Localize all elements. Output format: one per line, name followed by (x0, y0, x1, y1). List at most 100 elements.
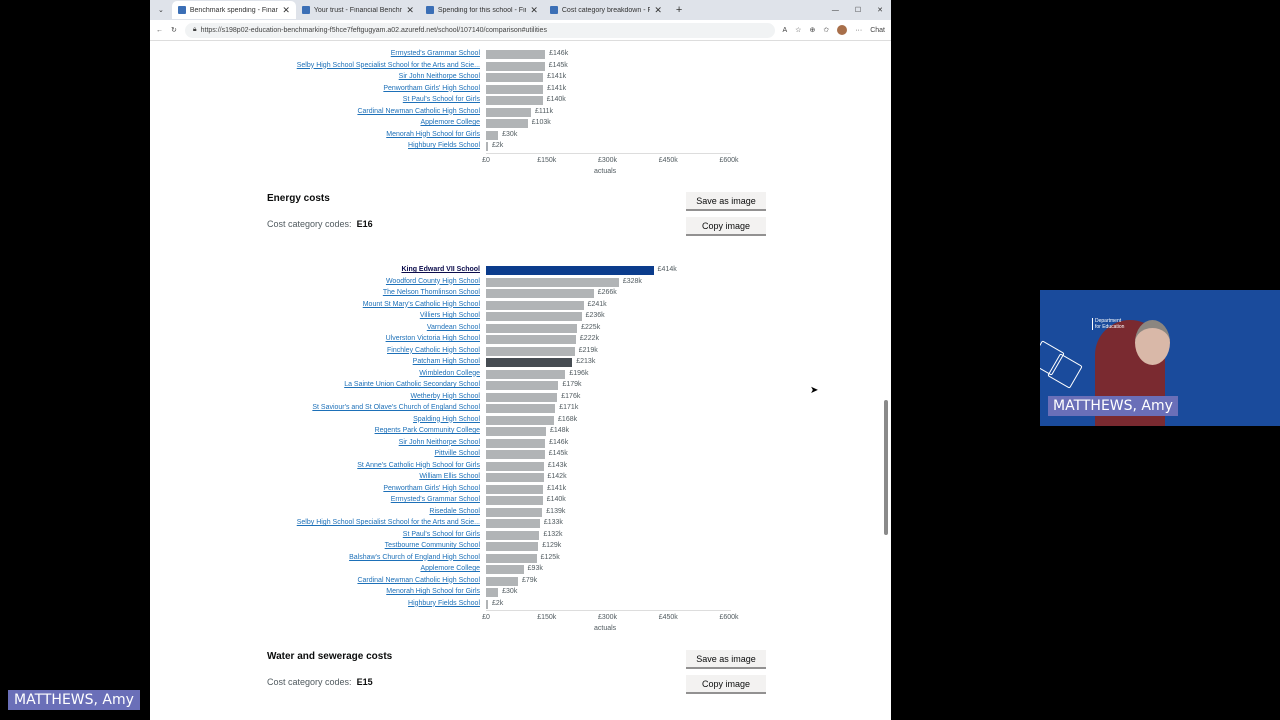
save-as-image-button[interactable]: Save as image (686, 192, 766, 211)
school-link[interactable]: Penwortham Girls' High School (383, 484, 480, 492)
close-tab-icon[interactable]: ✕ (654, 4, 662, 15)
school-link[interactable]: Selby High School Specialist School for … (296, 519, 480, 526)
save-as-image-button-water[interactable]: Save as image (686, 650, 766, 669)
favorite-icon[interactable]: ☆ (795, 27, 802, 34)
school-link[interactable]: Wimbledon College (419, 369, 480, 377)
url-input[interactable]: 🔒︎ https://s198p02-education-benchmarking… (184, 22, 775, 38)
browser-window: ⌄ Benchmark spending - Financial B✕Your … (150, 0, 891, 720)
bar (486, 266, 654, 275)
school-link[interactable]: Risedale School (429, 507, 480, 515)
dfe-logo: Department for Education (1092, 318, 1128, 330)
minimize-button[interactable]: — (831, 6, 839, 14)
school-link[interactable]: Applemore College (420, 565, 480, 572)
school-link[interactable]: Varndean School (426, 323, 480, 331)
copy-image-button[interactable]: Copy image (686, 217, 766, 236)
value-label: £140k (546, 496, 566, 503)
more-icon[interactable]: ··· (855, 26, 863, 34)
school-link[interactable]: Ermysted's Grammar School (390, 50, 480, 57)
school-link[interactable]: Applemore College (420, 119, 480, 126)
new-tab-button[interactable]: + (675, 4, 683, 16)
bar (486, 312, 582, 321)
value-label: £143k (547, 461, 567, 469)
bar (486, 438, 546, 448)
school-link[interactable]: Wetherby High School (410, 392, 480, 400)
profile-avatar[interactable] (837, 25, 848, 35)
copilot-chat-button[interactable]: Chat (870, 26, 885, 34)
school-link[interactable]: Mount St Mary's Catholic High School (362, 300, 480, 308)
close-window-button[interactable]: ✕ (877, 7, 883, 14)
browser-tab[interactable]: Spending for this school - Financ✕ (420, 1, 544, 19)
school-link[interactable]: Woodford County High School (385, 277, 480, 285)
refresh-icon[interactable]: ↻ (171, 27, 177, 34)
bar (486, 381, 559, 390)
school-link[interactable]: The Nelson Thomlinson School (382, 289, 480, 296)
back-icon[interactable]: ← (156, 26, 163, 34)
school-link[interactable]: Cardinal Newman Catholic High School (357, 576, 480, 584)
value-label: £146k (549, 438, 569, 446)
school-link[interactable]: St Saviour's and St Olave's Church of En… (312, 404, 480, 411)
maximize-button[interactable]: ☐ (854, 7, 862, 14)
school-link[interactable]: Spalding High School (413, 415, 480, 423)
school-link[interactable]: William Ellis School (419, 473, 480, 480)
school-link[interactable]: Balshaw's Church of England High School (349, 553, 480, 561)
school-link[interactable]: Highbury Fields School (408, 142, 480, 149)
value-label: £225k (581, 323, 601, 331)
browser-tab[interactable]: Your trust - Financial Benchmarkin✕ (296, 1, 420, 19)
favicon-icon (425, 6, 434, 14)
school-link[interactable]: Regents Park Community College (374, 427, 480, 434)
read-aloud-icon[interactable]: A (782, 26, 788, 34)
school-link[interactable]: Testbourne Community School (384, 542, 480, 549)
school-link[interactable]: St Paul's School for Girls (402, 96, 480, 103)
value-label: £141k (547, 84, 567, 92)
value-label: £2k (492, 599, 504, 607)
close-tab-icon[interactable]: ✕ (406, 4, 414, 15)
school-link[interactable]: St Paul's School for Girls (402, 530, 480, 538)
school-link[interactable]: Ulverston Victoria High School (385, 335, 480, 342)
bar (486, 392, 558, 402)
school-link[interactable]: Ermysted's Grammar School (390, 496, 480, 503)
value-label: £103k (531, 119, 551, 126)
cost-codes-water: Cost category codes: E15 (267, 677, 373, 687)
x-axis-line (486, 610, 731, 611)
favicon-icon (549, 6, 558, 14)
bar (486, 507, 543, 517)
browser-tab[interactable]: Cost category breakdown - Financ✕ (544, 1, 668, 19)
school-link[interactable]: Menorah High School for Girls (386, 130, 480, 138)
value-label: £141k (547, 73, 567, 80)
school-link[interactable]: Sir John Neithorpe School (398, 438, 480, 446)
bar (486, 130, 499, 140)
bar (486, 277, 619, 287)
address-bar: ← ↻ 🔒︎ https://s198p02-education-benchmar… (150, 20, 891, 41)
school-link[interactable]: St Anne's Catholic High School for Girls (357, 461, 480, 469)
value-label: £125k (540, 553, 560, 561)
school-link[interactable]: Finchley Catholic High School (387, 346, 480, 354)
bar (486, 61, 545, 71)
x-tick-label: £300k (597, 614, 618, 621)
bar (486, 369, 566, 379)
school-link[interactable]: Sir John Neithorpe School (398, 73, 480, 80)
school-link[interactable]: Cardinal Newman Catholic High School (357, 107, 480, 115)
school-link[interactable]: Selby High School Specialist School for … (296, 61, 480, 69)
school-link[interactable]: Villiers High School (419, 312, 480, 319)
school-link[interactable]: King Edward VII School (401, 266, 480, 273)
extensions-icon[interactable]: ⊕ (809, 27, 816, 34)
school-link[interactable]: Highbury Fields School (408, 599, 480, 607)
school-link[interactable]: Menorah High School for Girls (386, 588, 480, 595)
school-link[interactable]: La Sainte Union Catholic Secondary Schoo… (344, 381, 480, 388)
bar (486, 346, 575, 356)
school-link[interactable]: Patcham High School (412, 358, 480, 365)
school-link[interactable]: Penwortham Girls' High School (383, 84, 480, 92)
x-axis-line (486, 152, 731, 154)
school-link[interactable]: Pittville School (434, 450, 480, 457)
bar (486, 530, 540, 540)
copy-image-button-water[interactable]: Copy image (686, 675, 766, 694)
value-label: £30k (502, 130, 518, 138)
close-tab-icon[interactable]: ✕ (530, 4, 538, 15)
tab-actions-button[interactable]: ⌄ (158, 7, 164, 14)
bar (486, 358, 573, 367)
scrollbar-thumb[interactable] (884, 400, 888, 535)
browser-tab[interactable]: Benchmark spending - Financial B✕ (171, 1, 296, 19)
scrollbar[interactable] (883, 42, 889, 714)
favorites-bar-icon[interactable]: ✩ (823, 27, 830, 34)
close-tab-icon[interactable]: ✕ (282, 4, 290, 15)
